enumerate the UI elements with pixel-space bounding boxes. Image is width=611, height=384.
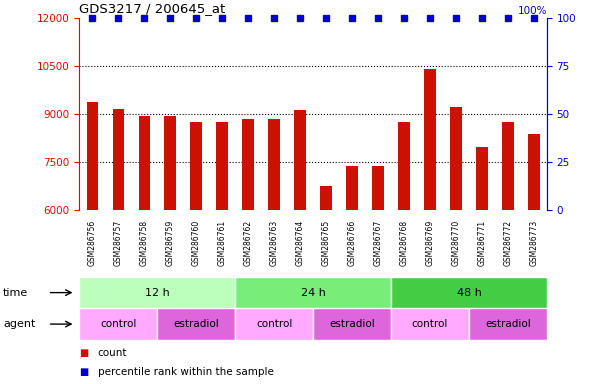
Bar [320, 186, 332, 210]
Bar [112, 109, 124, 210]
Bar [87, 103, 98, 210]
Bar [391, 308, 469, 340]
Text: control: control [412, 319, 448, 329]
Text: GSM286767: GSM286767 [373, 220, 382, 266]
Bar [398, 122, 410, 210]
Text: GSM286759: GSM286759 [166, 220, 175, 266]
Bar [424, 69, 436, 210]
Bar [372, 167, 384, 210]
Bar [139, 116, 150, 210]
Text: 100%: 100% [518, 6, 547, 16]
Text: GSM286766: GSM286766 [348, 220, 357, 266]
Text: GDS3217 / 200645_at: GDS3217 / 200645_at [79, 2, 225, 15]
Bar [295, 111, 306, 210]
Text: GSM286760: GSM286760 [192, 220, 201, 266]
Text: GSM286764: GSM286764 [296, 220, 305, 266]
Bar [313, 308, 391, 340]
Bar [502, 122, 514, 210]
Text: GSM286770: GSM286770 [452, 220, 461, 266]
Text: control: control [100, 319, 137, 329]
Text: GSM286761: GSM286761 [218, 220, 227, 266]
Text: estradiol: estradiol [329, 319, 375, 329]
Text: estradiol: estradiol [174, 319, 219, 329]
Bar [476, 147, 488, 210]
Bar [243, 119, 254, 210]
Text: percentile rank within the sample: percentile rank within the sample [98, 366, 274, 377]
Text: GSM286771: GSM286771 [477, 220, 486, 266]
Text: agent: agent [3, 319, 35, 329]
Bar [79, 277, 235, 308]
Text: GSM286768: GSM286768 [400, 220, 409, 266]
Bar [158, 308, 235, 340]
Bar [450, 107, 462, 210]
Text: 48 h: 48 h [456, 288, 481, 298]
Text: ■: ■ [79, 348, 89, 358]
Bar [346, 166, 358, 210]
Bar [391, 277, 547, 308]
Text: ■: ■ [79, 366, 89, 377]
Text: GSM286769: GSM286769 [425, 220, 434, 266]
Bar [235, 277, 391, 308]
Text: GSM286763: GSM286763 [269, 220, 279, 266]
Text: GSM286773: GSM286773 [529, 220, 538, 266]
Bar [191, 122, 202, 210]
Text: 24 h: 24 h [301, 288, 326, 298]
Text: GSM286756: GSM286756 [88, 220, 97, 266]
Text: GSM286765: GSM286765 [321, 220, 331, 266]
Text: GSM286772: GSM286772 [503, 220, 513, 266]
Bar [79, 308, 158, 340]
Text: GSM286758: GSM286758 [140, 220, 149, 266]
Text: control: control [256, 319, 293, 329]
Text: 12 h: 12 h [145, 288, 170, 298]
Bar [268, 119, 280, 210]
Bar [164, 116, 176, 210]
Bar [469, 308, 547, 340]
Text: GSM286757: GSM286757 [114, 220, 123, 266]
Bar [216, 122, 228, 210]
Text: GSM286762: GSM286762 [244, 220, 253, 266]
Text: count: count [98, 348, 127, 358]
Text: time: time [3, 288, 28, 298]
Bar [235, 308, 313, 340]
Text: estradiol: estradiol [485, 319, 531, 329]
Bar [528, 134, 540, 210]
